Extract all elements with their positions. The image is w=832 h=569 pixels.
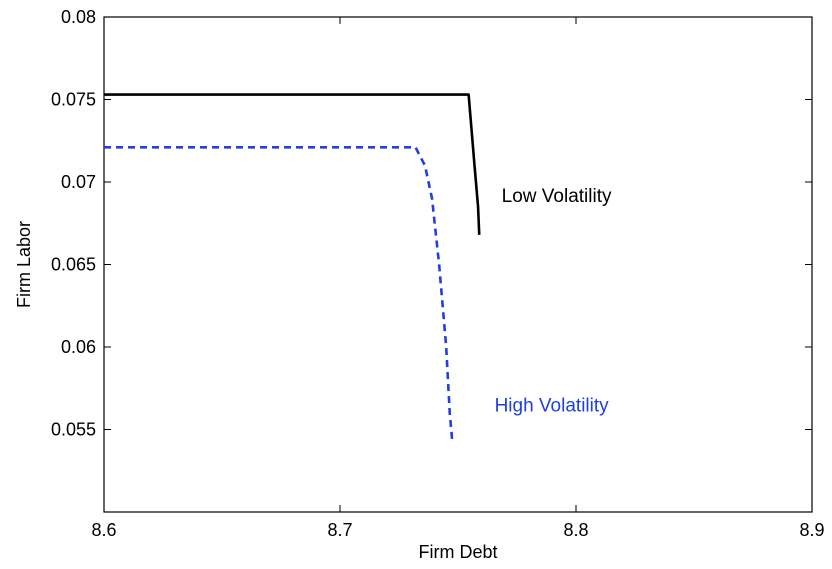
series-line-low-volatility <box>104 93 481 235</box>
annotations: Low Volatility High Volatility <box>495 186 612 417</box>
y-tick-label: 0.07 <box>61 172 96 192</box>
x-tick-label: 8.7 <box>327 520 352 540</box>
annotation-low-volatility: Low Volatility <box>502 186 612 207</box>
y-tick-label: 0.065 <box>51 255 96 275</box>
x-axis: 8.6 8.7 8.8 8.9 <box>91 17 825 540</box>
series-layer <box>104 93 481 440</box>
y-axis-label: Firm Labor <box>14 221 34 308</box>
x-tick-label: 8.9 <box>799 520 824 540</box>
plot-area <box>103 16 813 513</box>
y-tick-label: 0.075 <box>51 90 96 110</box>
y-tick-label: 0.08 <box>61 7 96 27</box>
plot-frame <box>103 16 813 513</box>
y-tick-label: 0.055 <box>51 420 96 440</box>
series-line-high-volatility <box>104 146 454 440</box>
x-tick-label: 8.8 <box>563 520 588 540</box>
annotation-high-volatility: High Volatility <box>495 395 610 416</box>
y-tick-label: 0.06 <box>61 337 96 357</box>
y-axis: 0.055 0.06 0.065 0.07 0.075 0.08 <box>51 7 812 440</box>
x-axis-label: Firm Debt <box>418 542 497 562</box>
x-tick-label: 8.6 <box>91 520 116 540</box>
